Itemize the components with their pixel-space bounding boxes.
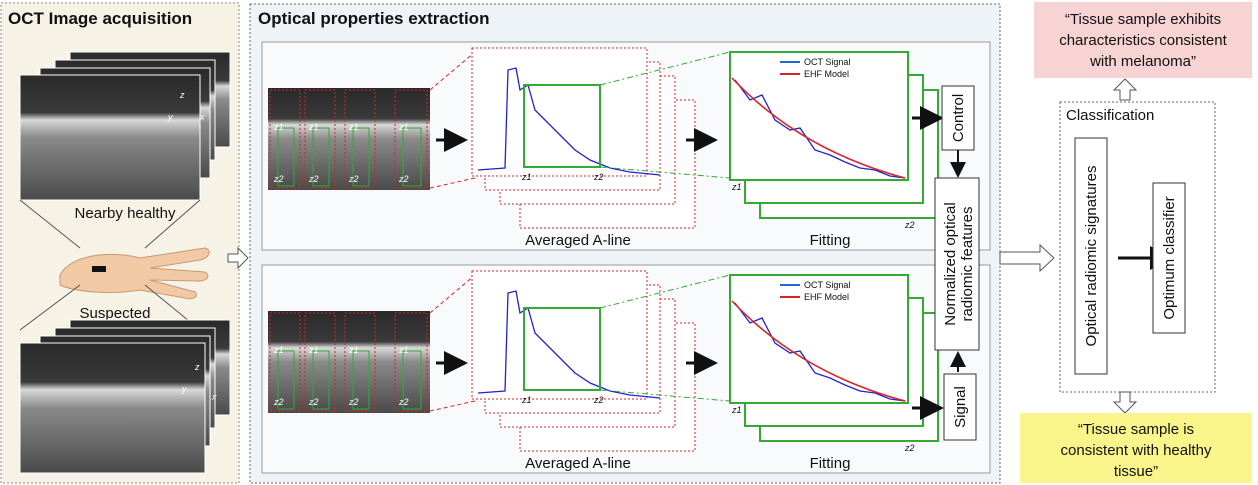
region-label: Suspected xyxy=(80,305,151,322)
axis-label: x xyxy=(199,112,205,122)
legend-label: EHF Model xyxy=(804,292,849,302)
depth-label: z1 xyxy=(273,345,284,355)
depth-label: z1 xyxy=(521,395,532,405)
extraction-row: z1 z2 z1 z2 z1 z2 z1 z2 z1 z2 Averaged A-line OCT S… xyxy=(262,42,990,250)
legend-label: OCT Signal xyxy=(804,280,850,290)
outcome-text: “Tissue sample exhibits xyxy=(1065,11,1221,28)
legend-label: OCT Signal xyxy=(804,57,850,67)
depth-label: z2 xyxy=(398,174,409,184)
fit-label: Fitting xyxy=(810,232,851,249)
outcome-text: “Tissue sample is xyxy=(1078,421,1194,438)
hollow-arrow xyxy=(1114,79,1136,100)
classifier-label: Optimum classifier xyxy=(1161,196,1178,319)
aline-label: Averaged A-line xyxy=(525,455,631,472)
depth-label: z1 xyxy=(308,345,319,355)
depth-label: z1 xyxy=(731,182,742,192)
aline-label: Averaged A-line xyxy=(525,232,631,249)
depth-label: z1 xyxy=(308,122,319,132)
region-label: Nearby healthy xyxy=(75,205,176,222)
outcome-text: tissue” xyxy=(1114,463,1158,480)
depth-label: z1 xyxy=(398,345,409,355)
depth-label: z1 xyxy=(348,122,359,132)
depth-label: z2 xyxy=(273,174,284,184)
depth-label: z2 xyxy=(273,397,284,407)
fit-label: Fitting xyxy=(810,455,851,472)
aline-plot xyxy=(472,48,647,176)
extraction-row: z1 z2 z1 z2 z1 z2 z1 z2 z1 z2 Averaged A-line OCT S… xyxy=(262,265,990,473)
axis-label: y xyxy=(167,112,173,122)
depth-label: z1 xyxy=(273,122,284,132)
depth-label: z1 xyxy=(398,122,409,132)
features-label: radiomic features xyxy=(959,206,976,321)
hollow-arrow xyxy=(1000,245,1054,271)
depth-label: z1 xyxy=(731,405,742,415)
depth-label: z2 xyxy=(308,174,319,184)
oct-stack-top xyxy=(20,52,230,200)
signal-label: Signal xyxy=(952,386,969,428)
legend-label: EHF Model xyxy=(804,69,849,79)
depth-label: z2 xyxy=(398,397,409,407)
outcome-text: with melanoma” xyxy=(1089,53,1196,70)
axis-label: z xyxy=(179,90,185,100)
aline-plot xyxy=(472,271,647,399)
axis-label: z xyxy=(194,362,200,372)
extraction-title: Optical properties extraction xyxy=(258,9,489,28)
depth-label: z1 xyxy=(348,345,359,355)
oct-stack-bottom xyxy=(20,320,230,473)
axis-label: y xyxy=(181,384,187,394)
acquisition-title: OCT Image acquisition xyxy=(8,9,192,28)
depth-label: z2 xyxy=(348,397,359,407)
outcome-text: characteristics consistent xyxy=(1059,32,1227,49)
diagram: OCT Image acquisition z y x Nearby healt… xyxy=(0,0,1258,485)
depth-label: z1 xyxy=(521,172,532,182)
hollow-arrow xyxy=(1114,392,1136,413)
signatures-label: Optical radiomic signatures xyxy=(1083,166,1100,347)
depth-label: z2 xyxy=(593,172,604,182)
features-label: Normalized optical xyxy=(942,202,959,325)
control-label: Control xyxy=(950,94,967,142)
depth-label: z2 xyxy=(308,397,319,407)
depth-label: z2 xyxy=(904,220,915,230)
depth-label: z2 xyxy=(904,443,915,453)
depth-label: z2 xyxy=(593,395,604,405)
outcome-text: consistent with healthy xyxy=(1061,442,1212,459)
classification-title: Classification xyxy=(1066,107,1154,124)
axis-label: x xyxy=(211,392,217,402)
depth-label: z2 xyxy=(348,174,359,184)
acquisition-panel: OCT Image acquisition z y x Nearby healt… xyxy=(1,3,239,483)
